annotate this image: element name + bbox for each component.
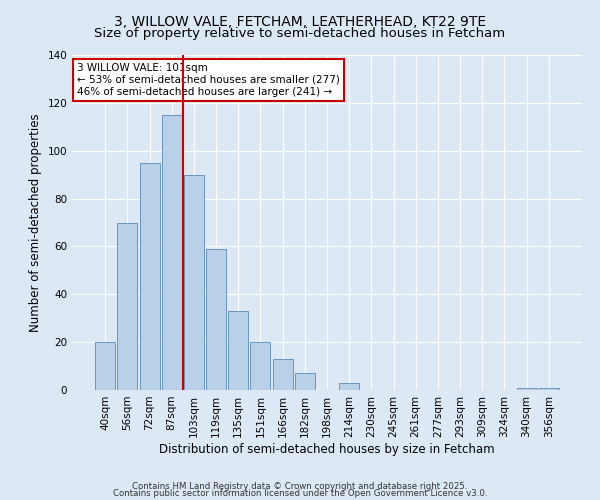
Text: Contains public sector information licensed under the Open Government Licence v3: Contains public sector information licen… [113,488,487,498]
Bar [95,342,115,390]
Bar [517,388,536,390]
Bar [250,342,271,390]
Y-axis label: Number of semi-detached properties: Number of semi-detached properties [29,113,42,332]
Text: Contains HM Land Registry data © Crown copyright and database right 2025.: Contains HM Land Registry data © Crown c… [132,482,468,491]
Bar [539,388,559,390]
Text: 3, WILLOW VALE, FETCHAM, LEATHERHEAD, KT22 9TE: 3, WILLOW VALE, FETCHAM, LEATHERHEAD, KT… [114,15,486,29]
Text: 3 WILLOW VALE: 101sqm
← 53% of semi-detached houses are smaller (277)
46% of sem: 3 WILLOW VALE: 101sqm ← 53% of semi-deta… [77,64,340,96]
Bar [118,222,137,390]
Text: Size of property relative to semi-detached houses in Fetcham: Size of property relative to semi-detach… [94,28,506,40]
Bar [162,115,182,390]
Bar [339,383,359,390]
X-axis label: Distribution of semi-detached houses by size in Fetcham: Distribution of semi-detached houses by … [159,442,495,456]
Bar [140,162,160,390]
Bar [295,373,315,390]
Bar [206,249,226,390]
Bar [184,174,204,390]
Bar [228,311,248,390]
Bar [272,359,293,390]
